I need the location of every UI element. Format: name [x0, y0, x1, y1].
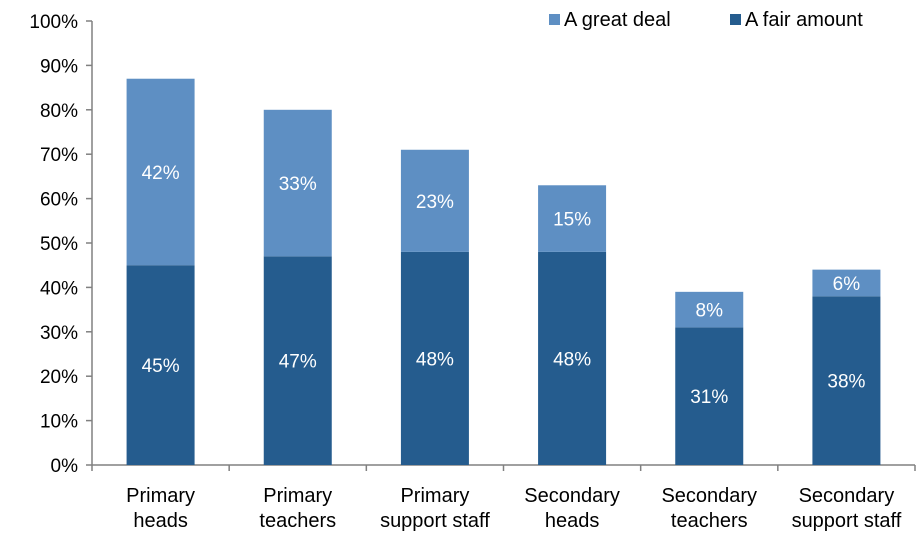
bar-fair-amount: [812, 296, 881, 465]
bar-fair-amount: [263, 256, 332, 465]
data-label: 48%: [553, 349, 591, 370]
data-labels: 45% 42% 47% 33% 48% 23% 48% 15% 31% 8% 38% 6%: [142, 163, 866, 408]
y-tick-label: 80%: [40, 101, 78, 122]
category-label: heads: [133, 510, 188, 532]
category-label: teachers: [671, 510, 748, 532]
bar-fair-amount: [675, 327, 744, 465]
y-tick-label: 70%: [40, 145, 78, 166]
legend-swatch: [730, 14, 741, 25]
category-label: Primary: [126, 485, 195, 507]
legend-label: A fair amount: [745, 9, 863, 31]
category-label: teachers: [259, 510, 336, 532]
y-tick-label: 60%: [40, 190, 78, 211]
bar-fair-amount: [400, 251, 469, 465]
category-label: Primary: [263, 485, 332, 507]
data-label: 15%: [553, 210, 591, 231]
bar-great-deal: [126, 78, 195, 266]
bar-great-deal: [675, 291, 744, 328]
y-tick-label: 40%: [40, 278, 78, 299]
data-label: 31%: [690, 387, 728, 408]
legend-swatch: [549, 14, 560, 25]
y-tick-label: 0%: [51, 456, 79, 477]
data-label: 8%: [696, 301, 724, 322]
category-label: Secondary: [661, 485, 757, 507]
bar-great-deal: [263, 109, 332, 257]
legend: A great deal A fair amount: [549, 9, 863, 31]
data-label: 48%: [416, 349, 454, 370]
y-tick-label: 100%: [29, 12, 78, 33]
data-label: 38%: [827, 372, 865, 393]
category-label: support staff: [380, 510, 490, 532]
bar-fair-amount: [538, 251, 607, 465]
bars: [126, 78, 881, 465]
data-label: 45%: [142, 356, 180, 377]
legend-label: A great deal: [564, 9, 671, 31]
category-label: heads: [545, 510, 600, 532]
category-label: Primary: [400, 485, 469, 507]
data-label: 6%: [833, 274, 861, 295]
category-labels: Primary heads Primary teachers Primary suppor…: [126, 485, 902, 532]
x-axis: [91, 464, 916, 471]
data-label: 23%: [416, 192, 454, 213]
data-label: 33%: [279, 174, 317, 195]
y-tick-label: 30%: [40, 323, 78, 344]
y-tick-label: 50%: [40, 234, 78, 255]
y-axis: 0% 10% 20% 30% 40% 50% 60% 70% 80% 90% 100%: [29, 12, 93, 477]
data-label: 42%: [142, 163, 180, 184]
bar-fair-amount: [126, 265, 195, 465]
bar-great-deal: [538, 185, 607, 252]
y-tick-label: 90%: [40, 56, 78, 77]
bar-great-deal: [400, 149, 469, 252]
category-label: Secondary: [524, 485, 620, 507]
y-tick-label: 20%: [40, 367, 78, 388]
y-tick-label: 10%: [40, 412, 78, 433]
bar-great-deal: [812, 269, 881, 297]
category-label: Secondary: [799, 485, 895, 507]
data-label: 47%: [279, 352, 317, 373]
category-label: support staff: [792, 510, 902, 532]
